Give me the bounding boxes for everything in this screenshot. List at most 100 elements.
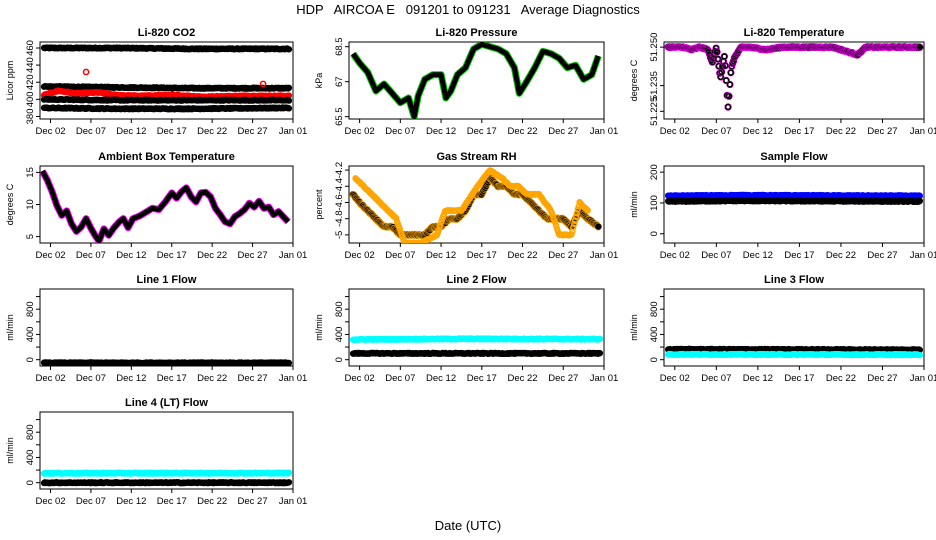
x-tick-label: Dec 12 — [426, 373, 456, 384]
y-tick-label: -4.2 — [334, 162, 345, 178]
series-trace-400 — [40, 95, 293, 104]
data-point — [435, 227, 442, 234]
x-tick-label: Jan 01 — [279, 496, 308, 507]
x-tick-label: Dec 02 — [35, 496, 65, 507]
x-tick-label: Dec 27 — [238, 250, 268, 261]
x-tick-label: Dec 12 — [116, 126, 146, 137]
data-point — [596, 349, 604, 357]
series-sample-flow-black — [664, 197, 924, 206]
series-rh-orange — [352, 167, 591, 243]
x-tick-label: Dec 02 — [35, 373, 65, 384]
data-point — [571, 217, 579, 224]
y-tick-label: 10 — [25, 199, 36, 210]
panel-title: Line 2 Flow — [447, 274, 507, 286]
plot-frame — [39, 411, 294, 490]
data-point — [437, 221, 444, 229]
y-tick-label: 800 — [334, 301, 345, 317]
y-tick-label: -4.4 — [334, 178, 345, 194]
data-point — [570, 224, 577, 231]
x-tick-label: Dec 22 — [197, 250, 227, 261]
y-tick-label: 800 — [649, 301, 660, 317]
y-tick-label: 65.5 — [334, 107, 345, 126]
x-tick-label: Dec 12 — [116, 250, 146, 261]
y-axis-label: percent — [314, 189, 324, 220]
x-tick-label: Dec 27 — [548, 250, 578, 261]
y-tick-label: 400 — [334, 327, 345, 343]
plot-frame — [348, 41, 605, 120]
x-tick-label: Dec 22 — [826, 250, 856, 261]
plot-area — [40, 359, 293, 366]
plot-area — [349, 335, 604, 358]
data-point — [714, 55, 722, 63]
x-tick-label: Jan 01 — [910, 373, 936, 384]
data-point — [723, 77, 730, 84]
y-tick-label: 400 — [25, 91, 36, 107]
x-tick-label: Jan 01 — [279, 373, 308, 384]
series-reference-high — [40, 44, 293, 53]
data-point — [916, 44, 924, 51]
y-tick-label: 400 — [25, 327, 36, 343]
x-tick-label: Dec 07 — [76, 250, 106, 261]
data-point — [713, 48, 721, 56]
y-axis-label: ml/min — [629, 191, 639, 218]
plot-area — [664, 191, 924, 206]
plot-frame — [663, 165, 925, 244]
series-line — [40, 169, 291, 243]
y-axis-label: ml/min — [5, 437, 15, 464]
x-tick-label: Jan 01 — [910, 126, 936, 137]
x-tick-label: Dec 22 — [197, 373, 227, 384]
series-ambient — [40, 169, 291, 243]
outlier-point — [82, 68, 90, 76]
plot-frame — [39, 288, 294, 367]
x-tick-label: Dec 07 — [76, 496, 106, 507]
data-point — [916, 197, 924, 205]
x-tick-label: Dec 17 — [467, 373, 497, 384]
x-tick-label: Dec 17 — [157, 496, 187, 507]
series-rh-black — [349, 174, 602, 240]
y-axis-label: ml/min — [314, 314, 324, 341]
y-tick-label: 800 — [25, 301, 36, 317]
data-point — [285, 105, 293, 112]
x-tick-label: Dec 17 — [784, 126, 814, 137]
data-point — [727, 69, 735, 76]
plot-area — [40, 169, 291, 243]
data-point — [722, 62, 729, 69]
y-tick-label: 5 — [25, 234, 36, 239]
x-tick-label: Dec 12 — [743, 250, 773, 261]
data-point — [595, 223, 602, 230]
y-tick-label: -5 — [334, 231, 345, 239]
x-tick-label: Dec 02 — [345, 250, 375, 261]
panel-title: Ambient Box Temperature — [98, 151, 235, 163]
x-tick-label: Jan 01 — [910, 250, 936, 261]
y-tick-label: 800 — [25, 424, 36, 440]
x-tick-label: Dec 02 — [345, 373, 375, 384]
x-tick-label: Dec 22 — [197, 126, 227, 137]
x-tick-label: Dec 17 — [784, 250, 814, 261]
y-tick-label: 0 — [25, 357, 36, 362]
y-axis-label: ml/min — [5, 314, 15, 341]
data-point — [715, 62, 723, 70]
data-point — [574, 206, 581, 213]
x-tick-label: Dec 17 — [157, 126, 187, 137]
y-tick-label: -4.6 — [334, 194, 345, 210]
x-tick-label: Dec 07 — [385, 250, 415, 261]
data-point — [438, 218, 445, 226]
x-tick-label: Dec 22 — [507, 373, 537, 384]
y-tick-label: 51.235 — [649, 71, 660, 100]
panel-title: Li-820 Pressure — [436, 27, 518, 39]
x-tick-label: Dec 27 — [548, 126, 578, 137]
x-tick-label: Dec 12 — [426, 126, 456, 137]
x-tick-label: Dec 07 — [76, 126, 106, 137]
y-axis-label: kPa — [314, 73, 324, 89]
series-line-4-cyan — [40, 469, 293, 477]
x-tick-label: Dec 02 — [35, 250, 65, 261]
x-tick-label: Dec 12 — [116, 373, 146, 384]
x-tick-label: Dec 07 — [385, 373, 415, 384]
x-tick-label: Dec 12 — [743, 373, 773, 384]
plot-area — [349, 167, 602, 243]
y-tick-label: 68.5 — [334, 37, 345, 56]
x-tick-label: Dec 22 — [826, 126, 856, 137]
y-axis-label: Licor ppm — [5, 61, 15, 101]
